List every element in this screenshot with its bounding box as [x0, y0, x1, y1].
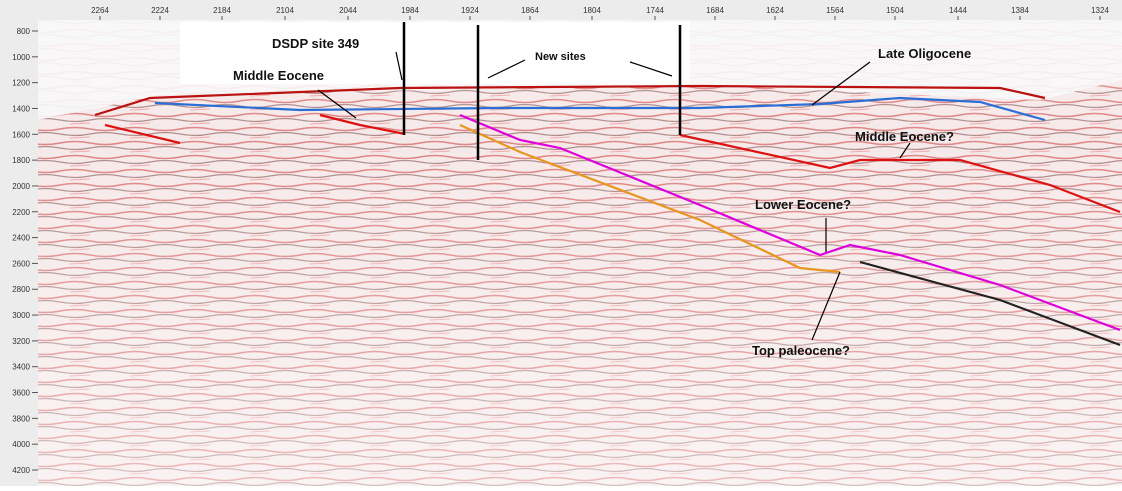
- left-tick-label: 3600: [12, 389, 30, 398]
- top-tick-label: 1444: [949, 6, 967, 15]
- top-tick-label: 2104: [276, 6, 294, 15]
- left-tick-label: 4000: [12, 440, 30, 449]
- left-tick-label: 1800: [12, 156, 30, 165]
- annotation: Middle Eocene?: [855, 129, 954, 144]
- annotation: New sites: [535, 51, 586, 63]
- left-tick-label: 800: [17, 27, 31, 36]
- annotation: Lower Eocene?: [755, 197, 851, 212]
- left-tick-label: 2800: [12, 285, 30, 294]
- top-tick-label: 2264: [91, 6, 109, 15]
- page: DSDP site 349 Middle Eocene New sites La…: [0, 0, 1122, 486]
- top-tick-label: 1804: [583, 6, 601, 15]
- top-tick-label: 1504: [886, 6, 904, 15]
- annotation: Late Oligocene: [878, 46, 971, 61]
- top-tick-label: 1624: [766, 6, 784, 15]
- left-tick-label: 2200: [12, 208, 30, 217]
- left-tick-label: 1000: [12, 53, 30, 62]
- left-tick-label: 1400: [12, 104, 30, 113]
- left-tick-label: 4200: [12, 466, 30, 475]
- annotation: Top paleocene?: [752, 343, 850, 358]
- top-tick-label: 1744: [646, 6, 664, 15]
- left-tick-label: 2600: [12, 259, 30, 268]
- annotation: DSDP site 349: [272, 36, 359, 51]
- top-tick-label: 2184: [213, 6, 231, 15]
- left-tick-label: 3000: [12, 311, 30, 320]
- annotation: Middle Eocene: [233, 68, 324, 83]
- left-tick-label: 2400: [12, 234, 30, 243]
- top-tick-label: 1924: [461, 6, 479, 15]
- left-tick-label: 3400: [12, 363, 30, 372]
- top-tick-label: 1684: [706, 6, 724, 15]
- left-tick-label: 2000: [12, 182, 30, 191]
- left-tick-label: 1200: [12, 79, 30, 88]
- left-tick-label: 1600: [12, 130, 30, 139]
- seismic-section: DSDP site 349 Middle Eocene New sites La…: [0, 0, 1122, 486]
- top-tick-label: 1324: [1091, 6, 1109, 15]
- top-tick-label: 2044: [339, 6, 357, 15]
- top-tick-label: 1384: [1011, 6, 1029, 15]
- top-tick-label: 1864: [521, 6, 539, 15]
- left-tick-label: 3800: [12, 414, 30, 423]
- top-tick-label: 1984: [401, 6, 419, 15]
- top-tick-label: 1564: [826, 6, 844, 15]
- left-tick-label: 3200: [12, 337, 30, 346]
- top-tick-label: 2224: [151, 6, 169, 15]
